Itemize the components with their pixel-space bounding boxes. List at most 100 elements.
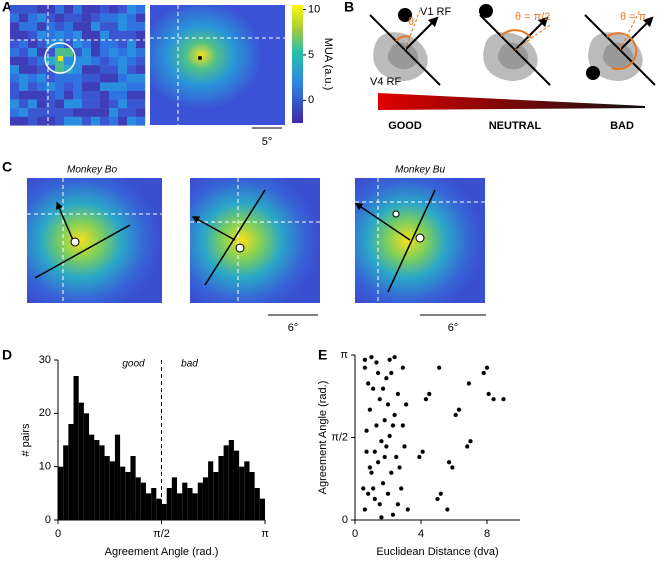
pixel [136,116,146,126]
point [397,464,403,470]
point [481,370,487,376]
pixel [19,48,29,57]
pixel [136,82,146,92]
point [369,470,375,476]
x-axis-label: Euclidean Distance (dva) [376,546,498,558]
pixel [100,30,110,40]
x-tick-label: 4 [418,528,424,540]
pixel [91,108,101,117]
pixel [127,5,137,14]
pixel [19,22,29,31]
pixel [64,108,74,117]
bar [104,456,110,520]
point [372,449,378,455]
pixel [91,82,101,92]
pixel [10,5,20,14]
pixel [73,116,83,126]
pixel [109,116,119,126]
pixel [37,39,47,49]
bar [166,488,172,520]
pixel [82,91,92,100]
y-tick-label: 10 [39,461,51,473]
point [383,443,389,449]
pixel [28,91,38,100]
pixel [100,99,110,109]
pixel [136,91,146,100]
pixel [37,73,47,83]
point [360,485,366,491]
pixel [10,108,20,117]
pixel [10,73,20,83]
pixel [37,22,47,31]
point [395,501,401,507]
pixel [10,116,20,126]
pixel [37,82,47,92]
y-axis-label: Agreement Angle (rad.) [317,381,329,495]
pixel [28,65,38,74]
pixel [82,82,92,92]
pixel [73,5,83,14]
bar [259,498,265,520]
pixel [109,22,119,31]
pixel [46,82,56,92]
pixel [28,30,38,40]
pixel [58,56,63,61]
pixel [55,91,65,100]
pixel [91,39,101,49]
panel-label: E [318,347,327,363]
monkey-title: Monkey Bu [395,165,445,176]
pixel [55,30,65,40]
x-tick-label: 0 [352,528,358,540]
pixel [118,65,128,74]
pixel [28,5,38,14]
point [362,506,368,512]
point [382,454,388,460]
bar [99,445,105,520]
pixel [28,99,38,109]
gradient-label: GOOD [388,120,422,132]
pixel [118,73,128,83]
point [435,496,441,502]
pixel [82,13,92,23]
pixel [64,48,74,57]
pixel [136,5,146,14]
pixel [118,116,128,126]
point [387,433,393,439]
pixel [91,73,101,83]
point [377,501,383,507]
point [392,412,398,418]
x-axis-label: Agreement Angle (rad.) [105,546,219,558]
bar [182,482,188,520]
pixel [19,65,29,74]
v4-label: V4 RF [370,76,401,88]
pixel [91,48,101,57]
point [365,491,371,497]
pixel [73,91,83,100]
pixel [73,48,83,57]
bar [58,466,64,520]
x-tick-label: 0 [55,528,61,540]
monkey-title: Monkey Bo [67,165,117,176]
y-tick-label: 0 [342,514,348,526]
pixel [136,99,146,109]
pixel [82,39,92,49]
pixel [73,82,83,92]
bar [228,440,234,520]
rf-map [354,178,485,303]
point [367,464,373,470]
pixel [127,48,137,57]
annotation: bad [181,359,198,370]
y-tick-label: 20 [39,407,51,419]
pixel [19,13,29,23]
pixel [55,39,65,49]
pixel [55,82,65,92]
pixel [127,22,137,31]
pixel [136,73,146,83]
bar [89,434,95,520]
bar [233,450,240,520]
pixel [73,56,83,66]
pixel [118,30,128,40]
rf-outline [44,42,76,74]
pixel [118,39,128,49]
